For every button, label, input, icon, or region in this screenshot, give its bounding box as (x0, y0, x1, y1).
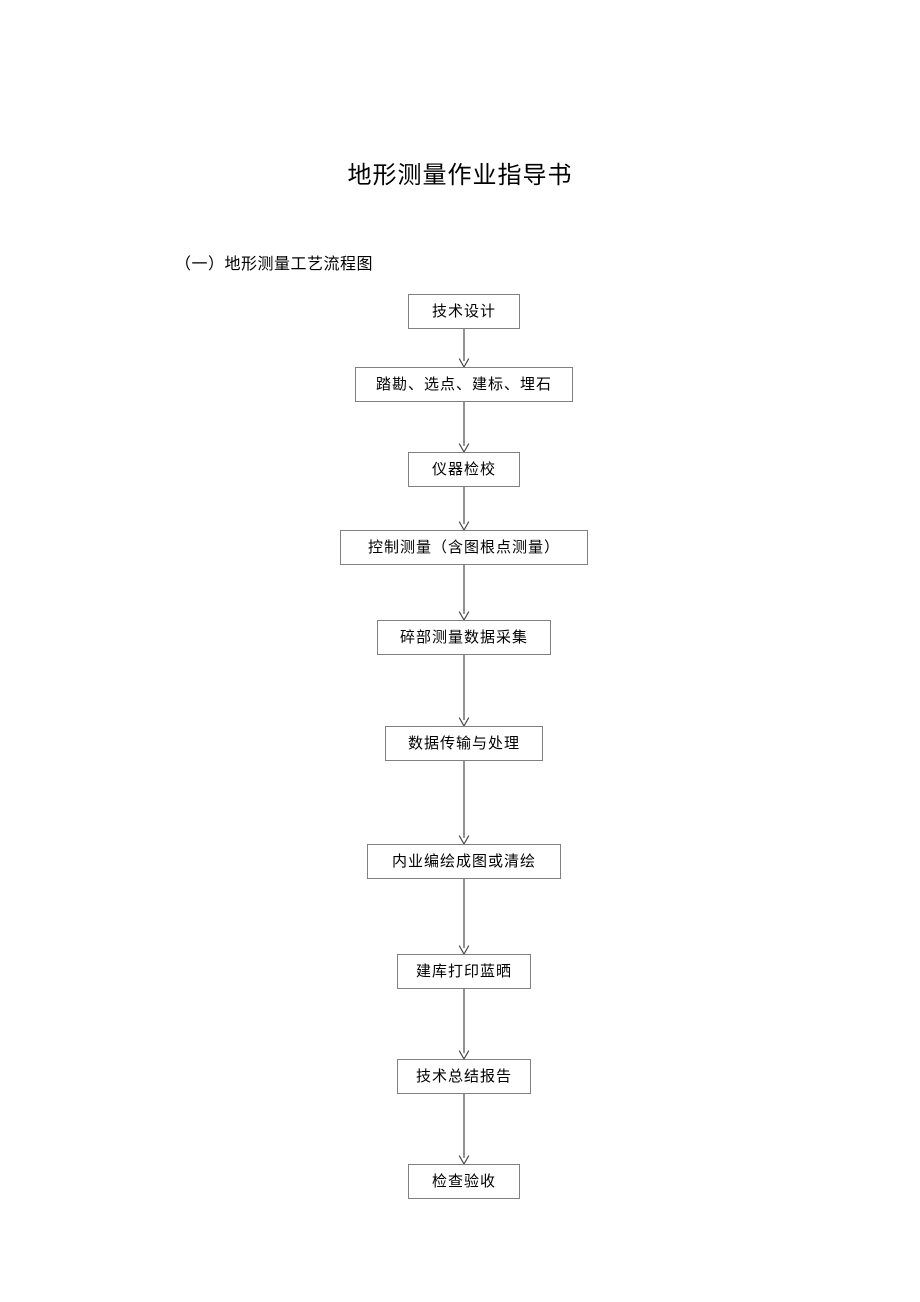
document-title: 地形测量作业指导书 (175, 155, 745, 190)
flow-node-n9: 技术总结报告 (397, 1059, 531, 1094)
flow-node-n4: 控制测量（含图根点测量） (340, 530, 588, 565)
flow-node-n5: 碎部测量数据采集 (377, 620, 551, 655)
flow-edge-n6-n7 (457, 761, 471, 844)
flow-edge-n9-n10 (457, 1094, 471, 1164)
flow-node-n7: 内业编绘成图或清绘 (367, 844, 561, 879)
document-page: 地形测量作业指导书 （一）地形测量工艺流程图 技术设计踏勘、选点、建标、埋石仪器… (0, 0, 920, 1194)
flow-edge-n8-n9 (457, 989, 471, 1059)
flow-edge-n2-n3 (457, 402, 471, 452)
flow-node-n6: 数据传输与处理 (385, 726, 543, 761)
flow-node-n1: 技术设计 (408, 294, 520, 329)
flow-edge-n7-n8 (457, 879, 471, 954)
section-heading: （一）地形测量工艺流程图 (175, 250, 745, 274)
flow-edge-n4-n5 (457, 565, 471, 620)
flow-edge-n5-n6 (457, 655, 471, 726)
flow-edge-n3-n4 (457, 487, 471, 530)
flow-node-n8: 建库打印蓝晒 (397, 954, 531, 989)
flow-node-n10: 检查验收 (408, 1164, 520, 1199)
flow-edge-n1-n2 (457, 329, 471, 367)
flowchart-container: 技术设计踏勘、选点、建标、埋石仪器检校控制测量（含图根点测量） 碎部测量数据采集数… (175, 294, 745, 1194)
flow-node-n3: 仪器检校 (408, 452, 520, 487)
flow-node-n2: 踏勘、选点、建标、埋石 (355, 367, 573, 402)
